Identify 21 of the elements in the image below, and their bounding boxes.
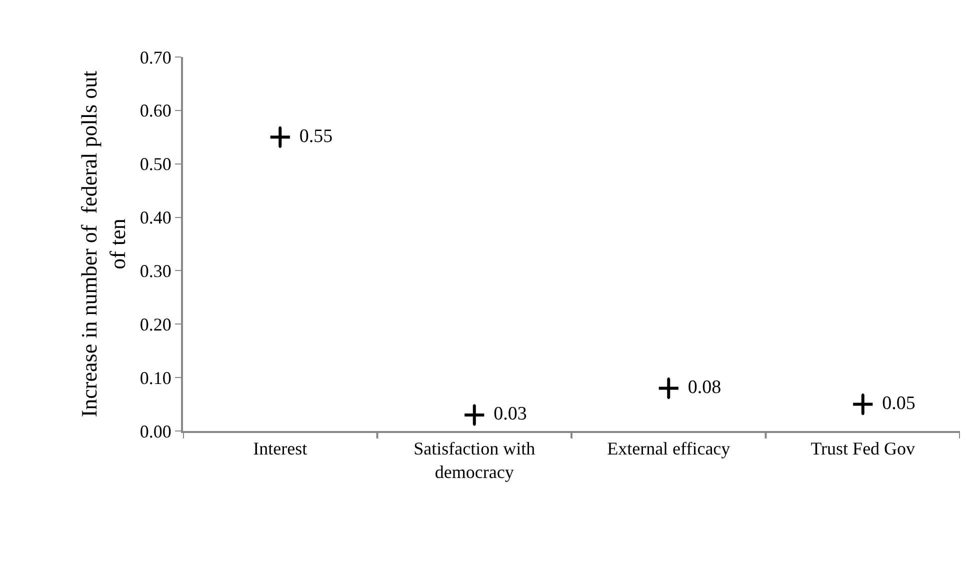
point <box>657 376 680 400</box>
x-tick-label: Interest <box>253 438 308 459</box>
x-tick-label: Satisfaction with democracy <box>414 438 536 482</box>
point <box>268 126 292 148</box>
point <box>463 404 486 426</box>
y-tick-label: 0.20 <box>140 314 172 334</box>
y-tick-label: 0.40 <box>140 208 172 228</box>
y-tick-label: 0.10 <box>140 368 172 388</box>
y-tick-label: 0.50 <box>140 154 172 174</box>
y-axis-title: Increase in number of federal polls out of ten <box>76 70 130 418</box>
data-label: 0.03 <box>484 404 527 425</box>
x-tick-label: External efficacy <box>607 438 730 459</box>
x-tick-label: Trust Fed Gov <box>810 438 916 459</box>
y-tick-label: 0.30 <box>140 261 172 282</box>
data-label: 0.55 <box>290 126 333 147</box>
y-tick-label: 0.00 <box>140 421 172 442</box>
data-label: 0.08 <box>678 377 722 398</box>
y-tick-label: 0.70 <box>140 47 172 68</box>
point <box>852 392 874 416</box>
y-tick-label: 0.60 <box>140 100 172 121</box>
data-label: 0.05 <box>872 393 916 414</box>
